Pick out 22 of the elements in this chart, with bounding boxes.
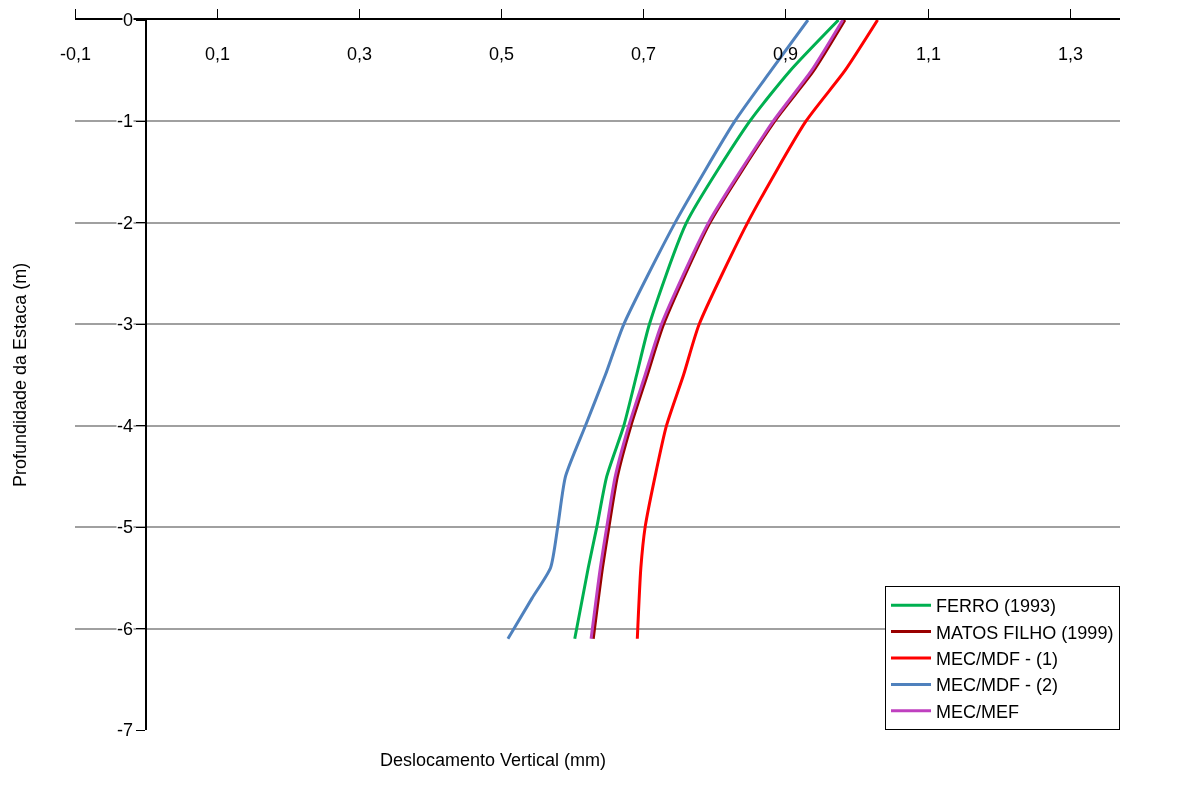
x-tick-label: 0,3 <box>347 44 373 64</box>
y-tick-label: 0 <box>123 10 134 30</box>
y-tick-label: -6 <box>117 619 134 639</box>
x-tick-label: 0,1 <box>205 44 231 64</box>
y-tick-label: -5 <box>117 517 134 537</box>
y-tick-label: -2 <box>117 213 134 233</box>
x-tick-label: 0,7 <box>631 44 657 64</box>
x-tick-label: -0,1 <box>60 44 92 64</box>
y-tick-label: -4 <box>117 416 134 436</box>
y-tick-label: -1 <box>117 111 134 131</box>
legend-label: MEC/MDF - (2) <box>936 675 1058 696</box>
legend-label: MEC/MDF - (1) <box>936 649 1058 670</box>
x-tick-label: 0,5 <box>489 44 515 64</box>
y-axis-title: Profundidade da Estaca (m) <box>10 262 30 487</box>
legend-label: FERRO (1993) <box>936 596 1057 617</box>
legend-label: MEC/MEF <box>936 701 1019 722</box>
x-axis-title: Deslocamento Vertical (mm) <box>380 750 607 770</box>
legend-label: MATOS FILHO (1999) <box>936 622 1114 643</box>
x-tick-label: 1,1 <box>916 44 942 64</box>
y-tick-label: -7 <box>117 720 134 740</box>
y-tick-label: -3 <box>117 314 134 334</box>
x-tick-label: 1,3 <box>1058 44 1084 64</box>
